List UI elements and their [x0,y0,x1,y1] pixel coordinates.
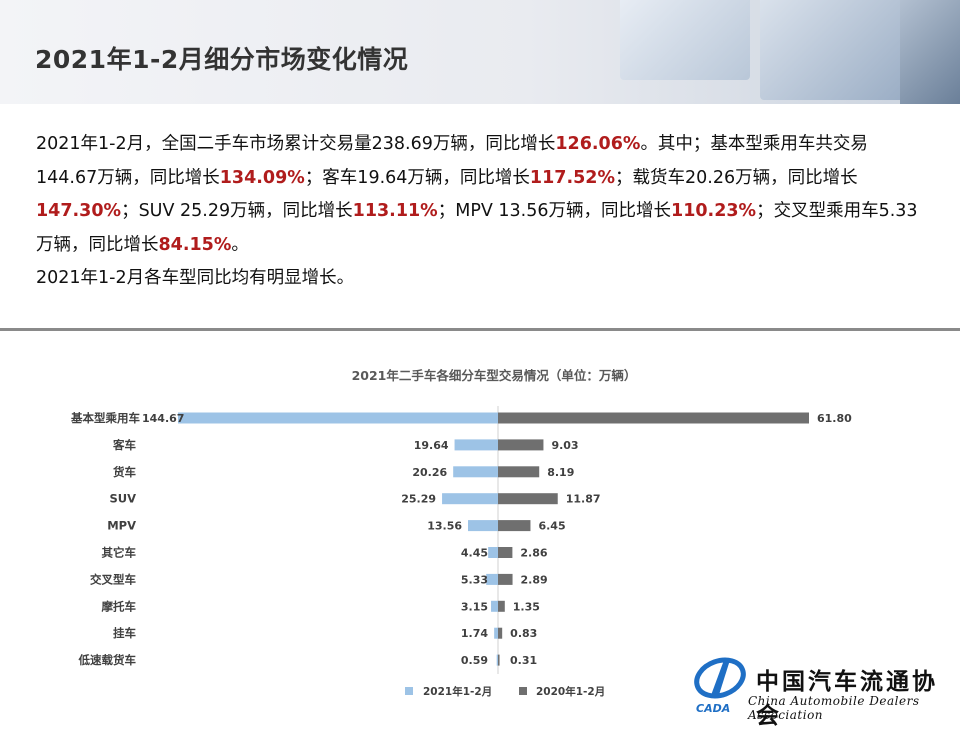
data-label-2021: 5.33 [461,573,488,586]
bar-2020 [498,493,558,505]
data-label-2021: 0.59 [461,654,488,667]
header-banner: 2021年1-2月细分市场变化情况 [0,0,960,104]
category-label: MPV [107,519,136,533]
segment-transaction-chart: 2021年二手车各细分车型交易情况（单位：万辆） 基本型乘用车 144.67 61.8… [70,368,852,698]
bar-2021 [178,412,498,424]
growth-highlight: 110.23% [671,201,757,221]
category-label: 交叉型车 [90,572,136,586]
category-label: 基本型乘用车 [70,411,140,425]
summary-text: ；客车19.64万辆，同比增长 [304,167,530,188]
bar-2021 [496,654,498,666]
legend-swatch-2021 [405,687,413,695]
category-label: 摩托车 [102,599,137,613]
summary-line-2: 2021年1-2月各车型同比均有明显增长。 [36,268,355,288]
data-label-2020: 0.31 [510,654,537,667]
bar-2020 [498,547,513,558]
bar-2020 [498,412,809,424]
bar-2021 [442,493,498,505]
legend-swatch-2020 [519,687,527,695]
bar-2021 [488,547,498,558]
bar-2021 [454,439,498,451]
section-divider [0,328,960,331]
summary-text: 2021年1-2月，全国二手车市场累计交易量238.69万辆，同比增长 [36,134,556,154]
growth-highlight: 117.52% [529,167,615,188]
data-label-2021: 4.45 [461,547,488,560]
data-label-2021: 20.26 [412,466,447,479]
data-label-2020: 11.87 [566,493,601,506]
summary-text: 。其中；基本型乘用车共交易144.67万辆，同比增长 [36,134,868,188]
cada-emblem-icon: CADA [694,657,746,714]
bar-2020 [498,466,540,478]
decorative-cube [620,0,750,80]
bar-2021 [453,466,498,478]
bar-2021 [486,573,498,585]
data-label-2021: 3.15 [461,600,488,613]
bar-2020 [498,600,505,612]
category-label: 货车 [112,465,136,479]
bar-2021 [468,520,498,532]
bar-2020 [498,627,503,639]
summary-paragraph: 2021年1-2月，全国二手车市场累计交易量238.69万辆，同比增长126.0… [36,128,926,296]
svg-text:CADA: CADA [696,702,730,714]
growth-highlight: 134.09% [219,167,305,188]
bar-2021 [494,627,498,639]
bar-2020 [498,520,531,532]
data-label-2020: 2.89 [521,573,548,586]
growth-highlight: 126.06% [555,134,641,154]
decorative-cube [900,0,960,104]
data-label-2020: 9.03 [551,439,578,452]
summary-text: 。 [231,234,249,255]
legend-label-2020: 2020年1-2月 [536,685,605,698]
category-label: SUV [109,492,136,506]
bar-2020 [498,439,544,451]
growth-highlight: 84.15% [158,234,232,255]
summary-text: ；MPV 13.56万辆，同比增长 [437,201,672,221]
category-label: 客车 [112,438,136,452]
data-label-2020: 8.19 [547,466,574,479]
category-label: 其它车 [102,546,137,560]
data-label-2021: 19.64 [414,439,449,452]
cada-logo: CADA 中国汽车流通协会 China Automobile Dealers A… [690,652,955,729]
data-label-2020: 0.83 [510,627,537,640]
summary-text: ；交叉型乘用车5.33万辆，同比增长 [36,201,918,255]
data-label-2021: 1.74 [461,627,488,640]
data-label-2020: 61.80 [817,412,852,425]
data-label-2021: 25.29 [401,493,436,506]
summary-text: ；载货车20.26万辆，同比增长 [615,167,858,188]
bar-2020 [498,573,513,585]
summary-line-1: 2021年1-2月，全国二手车市场累计交易量238.69万辆，同比增长126.0… [36,128,926,262]
legend-label-2021: 2021年1-2月 [423,685,492,698]
bar-2020 [498,654,500,666]
logo-chinese-name: 中国汽车流通协会 [756,668,938,729]
page-title: 2021年1-2月细分市场变化情况 [35,45,409,74]
data-label-2021: 144.67 [142,412,184,425]
category-label: 挂车 [113,626,136,640]
chart-title: 2021年二手车各细分车型交易情况（单位：万辆） [352,368,637,383]
category-label: 低速载货车 [78,653,137,667]
logo-english-name: China Automobile Dealers Association [748,694,920,722]
data-label-2020: 6.45 [538,520,565,533]
data-label-2020: 1.35 [513,600,540,613]
data-label-2021: 13.56 [427,520,462,533]
bar-2021 [491,600,498,612]
growth-highlight: 147.30% [36,201,122,221]
data-label-2020: 2.86 [520,547,547,560]
growth-highlight: 113.11% [352,201,438,221]
summary-text: ；SUV 25.29万辆，同比增长 [121,201,353,221]
